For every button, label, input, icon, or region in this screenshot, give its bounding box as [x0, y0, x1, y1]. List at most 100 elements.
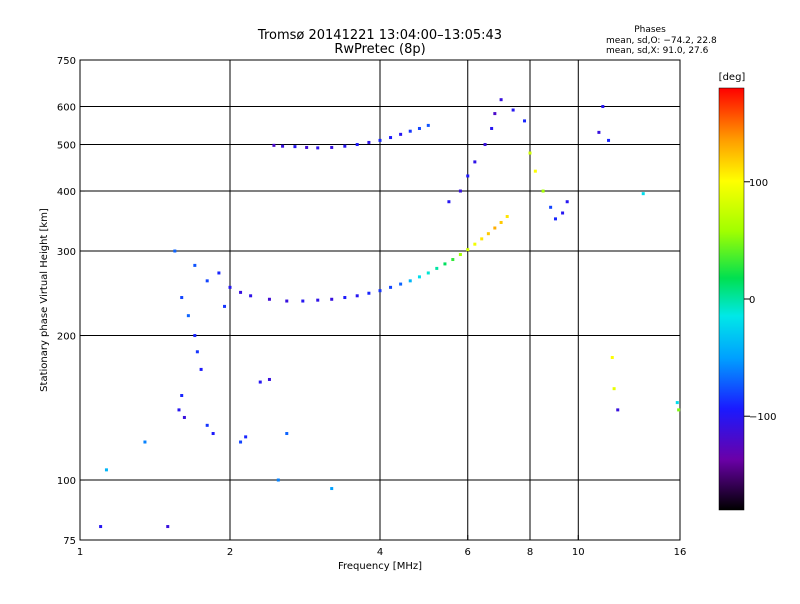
colorbar — [718, 87, 745, 511]
phase-o-stats: mean, sd,O: −74.2, 22.8 — [606, 36, 717, 46]
data-point — [490, 126, 494, 130]
data-point — [193, 263, 197, 267]
data-point — [316, 146, 320, 150]
colorbar-tick-label: −100 — [749, 412, 776, 423]
data-point — [458, 253, 462, 257]
data-point — [330, 297, 334, 301]
data-point — [378, 138, 382, 142]
data-point — [408, 279, 412, 283]
data-point — [316, 298, 320, 302]
data-point — [301, 299, 305, 303]
data-point — [451, 258, 455, 262]
data-point — [293, 145, 297, 149]
data-point — [435, 266, 439, 270]
data-points — [99, 98, 681, 529]
data-point — [597, 130, 601, 134]
data-point — [258, 380, 262, 384]
data-point — [523, 119, 527, 123]
data-point — [378, 289, 382, 293]
data-point — [533, 169, 537, 173]
data-point — [389, 285, 393, 289]
data-point — [193, 334, 197, 338]
data-point — [549, 205, 553, 209]
y-tick-label: 300 — [57, 247, 76, 258]
phases-heading: Phases — [634, 25, 666, 35]
x-axis-label: Frequency [MHz] — [338, 561, 422, 572]
data-point — [417, 275, 421, 279]
data-point — [205, 279, 209, 283]
data-point — [217, 271, 221, 275]
data-point — [330, 145, 334, 149]
data-point — [499, 98, 503, 102]
data-point — [267, 377, 271, 381]
data-point — [528, 151, 532, 155]
data-point — [483, 143, 487, 147]
y-tick-label: 750 — [57, 56, 76, 67]
data-point — [561, 211, 565, 215]
data-point — [182, 415, 186, 419]
data-point — [486, 232, 490, 236]
data-point — [249, 294, 253, 298]
chart-title: Tromsø 20141221 13:04:00–13:05:43 — [257, 28, 502, 43]
data-point — [399, 132, 403, 136]
y-tick-label: 500 — [57, 141, 76, 152]
x-tick-label: 16 — [674, 547, 687, 558]
data-point — [166, 525, 170, 529]
data-point — [343, 144, 347, 148]
data-point — [239, 440, 243, 444]
data-point — [565, 200, 569, 204]
data-point — [244, 435, 248, 439]
data-point — [675, 401, 679, 405]
data-point — [505, 215, 509, 219]
data-point — [211, 432, 215, 436]
y-ticks: 75 100 200 300 400 500 600 750 — [57, 56, 85, 547]
data-point — [285, 299, 289, 303]
data-point — [272, 143, 276, 147]
data-point — [466, 174, 470, 178]
x-tick-label: 2 — [227, 547, 233, 558]
y-tick-label: 100 — [57, 476, 76, 487]
data-point — [173, 249, 177, 253]
y-tick-label: 400 — [57, 187, 76, 198]
data-point — [195, 350, 199, 354]
data-point — [223, 304, 227, 308]
data-point — [343, 296, 347, 300]
data-point — [641, 192, 645, 196]
data-point — [143, 440, 147, 444]
data-point — [499, 220, 503, 224]
data-point — [267, 297, 271, 301]
data-point — [601, 105, 605, 109]
data-point — [177, 408, 181, 412]
data-point — [417, 126, 421, 130]
data-point — [493, 226, 497, 230]
data-point — [367, 140, 371, 144]
data-point — [186, 314, 190, 318]
data-point — [199, 367, 203, 371]
colorbar-tick-label: 100 — [749, 178, 768, 189]
data-point — [330, 487, 334, 491]
data-point — [553, 217, 557, 221]
x-tick-label: 1 — [77, 547, 83, 558]
data-point — [466, 248, 470, 252]
y-tick-label: 200 — [57, 332, 76, 343]
y-tick-label: 75 — [63, 536, 76, 547]
chart-subtitle: RwPretec (8p) — [334, 42, 425, 57]
data-point — [511, 108, 515, 112]
data-point — [408, 129, 412, 133]
data-point — [610, 355, 614, 359]
data-point — [612, 387, 616, 391]
data-point — [228, 285, 232, 289]
data-point — [367, 291, 371, 295]
data-point — [355, 143, 359, 147]
grid-lines — [80, 60, 680, 540]
data-point — [443, 262, 447, 266]
data-point — [616, 408, 620, 412]
data-point — [426, 123, 430, 127]
data-point — [677, 408, 681, 412]
data-point — [473, 160, 477, 164]
data-point — [180, 296, 184, 300]
data-point — [493, 112, 497, 116]
data-point — [447, 200, 451, 204]
data-point — [473, 242, 477, 246]
